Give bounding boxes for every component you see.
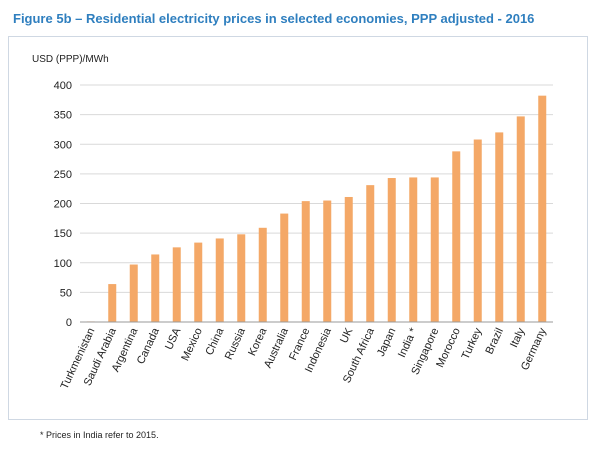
bar-mexico <box>194 242 203 322</box>
x-tick-label: Italy <box>508 326 528 350</box>
y-tick-label: 50 <box>60 287 72 299</box>
y-tick-label: 100 <box>54 258 72 270</box>
x-tick-label: Japan <box>375 326 399 358</box>
x-tick-label: Korea <box>246 325 270 357</box>
y-tick-label: 0 <box>66 317 72 329</box>
x-tick-label: UK <box>338 326 356 346</box>
footnote: * Prices in India refer to 2015. <box>40 430 159 440</box>
x-tick-label: USA <box>163 326 184 352</box>
bar-uk <box>344 196 353 322</box>
y-axis-unit-label: USD (PPP)/MWh <box>32 54 109 65</box>
bar-china <box>215 238 224 322</box>
bar-singapore <box>430 177 439 322</box>
y-tick-label: 350 <box>54 110 72 122</box>
bar-india <box>409 177 418 322</box>
bar-brazil <box>495 132 504 322</box>
bar-germany <box>538 95 547 322</box>
y-tick-label: 150 <box>54 228 72 240</box>
bar-italy <box>516 116 525 322</box>
bar-morocco <box>452 151 461 322</box>
bar-saudi-arabia <box>108 284 117 322</box>
bar-usa <box>172 247 181 322</box>
x-tick-label: Turkey <box>460 326 485 362</box>
gridlines <box>80 84 553 293</box>
chart-panel <box>8 36 588 420</box>
y-tick-labels: 0 50 100 150 200 250 300 350 400 <box>54 80 72 329</box>
x-tick-label: China <box>203 325 226 357</box>
bar-australia <box>280 213 289 322</box>
x-tick-label: Russia <box>223 325 248 361</box>
x-tick-label: Brazil <box>483 326 506 356</box>
figure-title: Figure 5b – Residential electricity pric… <box>13 11 535 26</box>
y-tick-label: 400 <box>54 80 72 92</box>
bar-indonesia <box>323 200 332 322</box>
y-tick-label: 250 <box>54 169 72 181</box>
bar-france <box>301 201 310 322</box>
bars <box>86 95 547 322</box>
bar-russia <box>237 234 246 322</box>
bar-japan <box>387 178 396 322</box>
bar-korea <box>258 227 267 322</box>
bar-canada <box>151 254 160 322</box>
y-tick-label: 300 <box>54 139 72 151</box>
bar-argentina <box>129 264 138 322</box>
bar-south-africa <box>366 185 375 322</box>
y-tick-label: 200 <box>54 199 72 211</box>
bar-turkey <box>473 139 482 322</box>
